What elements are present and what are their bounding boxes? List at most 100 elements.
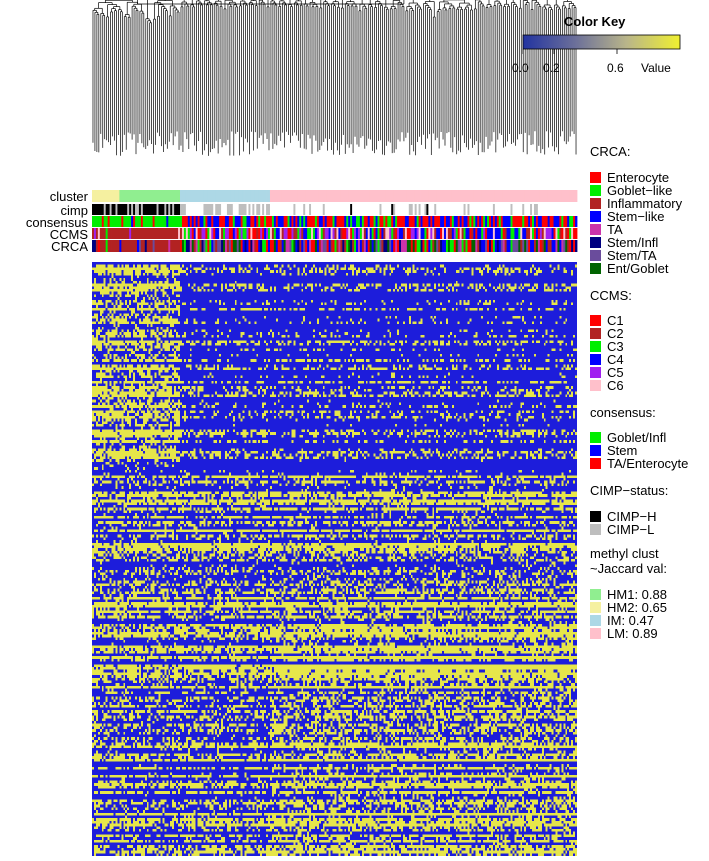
annotation-cell <box>305 228 308 239</box>
annotation-cell <box>412 190 416 202</box>
annotation-cell <box>168 240 171 252</box>
annotation-cell <box>445 190 449 202</box>
legend-swatch <box>590 224 601 235</box>
annotation-cell <box>176 190 179 202</box>
annotation-cell <box>252 204 255 215</box>
annotation-cell <box>311 204 314 215</box>
track-label-crca: CRCA <box>51 239 88 254</box>
annotation-cell <box>379 216 382 227</box>
annotation-cell <box>268 216 271 227</box>
annotation-cell <box>246 216 249 227</box>
annotation-cell <box>203 228 206 239</box>
annotation-cell <box>477 228 480 239</box>
annotation-cell <box>256 190 259 202</box>
annotation-cell <box>113 204 116 215</box>
annotation-cell <box>127 190 130 202</box>
legend-label: C5 <box>607 365 624 380</box>
annotation-cell <box>465 204 468 215</box>
annotation-cell <box>336 228 339 239</box>
legend-item: Inflammatory <box>590 196 682 211</box>
annotation-cell <box>555 216 558 227</box>
annotation-cell <box>375 216 378 227</box>
annotation-cell <box>498 190 502 202</box>
legend-label: HM2: 0.65 <box>607 600 667 615</box>
annotation-cell <box>479 228 482 239</box>
legend-title-crca: CRCA: <box>590 144 631 159</box>
annotation-cell <box>496 216 500 227</box>
annotation-cell <box>455 204 459 215</box>
annotation-cell <box>164 204 167 215</box>
annotation-cell <box>532 190 535 202</box>
annotation-cell <box>354 190 357 202</box>
annotation-cell <box>563 240 566 252</box>
annotation-cell <box>285 240 288 252</box>
annotation-cell <box>289 240 292 252</box>
annotation-cell <box>350 216 353 227</box>
annotation-cell <box>213 228 216 239</box>
annotation-cell <box>573 216 576 227</box>
annotation-cell <box>260 240 263 252</box>
annotation-cell <box>148 240 152 252</box>
annotation-cell <box>269 228 273 239</box>
annotation-cell <box>400 216 404 227</box>
annotation-cell <box>93 204 97 215</box>
annotation-cell <box>228 228 232 239</box>
legend-label: TA/Enterocyte <box>607 456 689 471</box>
annotation-cell <box>256 228 259 239</box>
legend-item: C6 <box>590 378 624 393</box>
legend-swatch <box>590 315 601 326</box>
annotation-cell <box>301 190 304 202</box>
annotation-cell <box>228 240 232 252</box>
annotation-cell <box>326 204 330 215</box>
annotation-cell <box>336 204 339 215</box>
annotation-cell <box>236 240 240 252</box>
annotation-cell <box>422 240 425 252</box>
annotation-cell <box>170 190 173 202</box>
annotation-cell <box>361 190 365 202</box>
annotation-cell <box>324 228 328 239</box>
annotation-cell <box>400 190 404 202</box>
annotation-cell <box>475 190 478 202</box>
annotation-cell <box>547 216 551 227</box>
annotation-cell <box>121 240 124 252</box>
annotation-cell <box>140 240 144 252</box>
annotation-cell <box>449 190 453 202</box>
annotation-cell <box>471 190 474 202</box>
annotation-cell <box>467 228 470 239</box>
annotation-cell <box>533 240 537 252</box>
annotation-cell <box>445 240 449 252</box>
annotation-cell <box>393 204 396 215</box>
annotation-cell <box>479 204 482 215</box>
annotation-cell <box>219 240 222 252</box>
annotation-cell <box>246 190 249 202</box>
annotation-cell <box>426 228 429 239</box>
annotation-cell <box>193 190 197 202</box>
legend-item: Enterocyte <box>590 170 669 185</box>
annotation-cell <box>348 216 351 227</box>
annotation-cell <box>322 240 326 252</box>
annotation-cell <box>453 190 457 202</box>
annotation-cell <box>117 228 120 239</box>
annotation-cell <box>242 190 245 202</box>
annotation-cell <box>489 216 492 227</box>
annotation-cell <box>428 240 431 252</box>
annotation-cell <box>99 228 103 239</box>
annotation-cell <box>174 190 177 202</box>
annotation-cell <box>244 190 247 202</box>
annotation-cell <box>575 204 578 215</box>
annotation-cell <box>252 240 255 252</box>
annotation-cell <box>512 204 515 215</box>
annotation-cell <box>275 240 279 252</box>
annotation-cell <box>506 204 509 215</box>
annotation-cell <box>410 240 414 252</box>
annotation-cell <box>97 204 101 215</box>
annotation-cell <box>207 204 210 215</box>
annotation-cell <box>144 190 148 202</box>
annotation-cell <box>565 204 568 215</box>
annotation-cell <box>178 228 181 239</box>
annotation-cell <box>371 204 375 215</box>
annotation-cell <box>404 228 408 239</box>
annotation-cell <box>256 240 259 252</box>
legend-item: Goblet/Infl <box>590 430 666 445</box>
annotation-cell <box>371 216 375 227</box>
